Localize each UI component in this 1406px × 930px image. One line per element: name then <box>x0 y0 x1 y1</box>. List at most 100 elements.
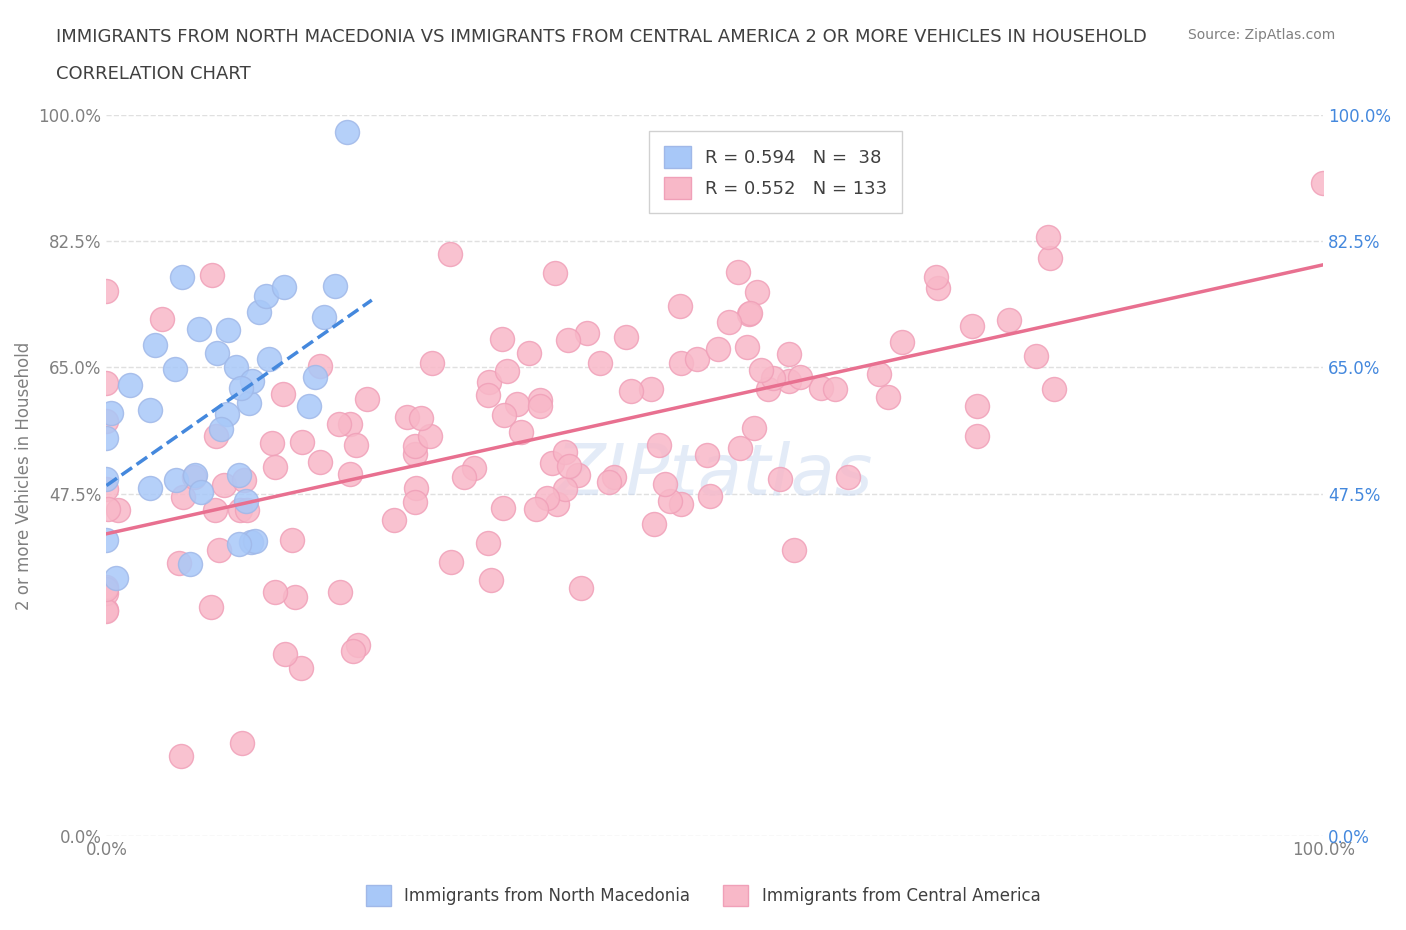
Point <box>569 580 592 595</box>
Point <box>439 247 461 262</box>
Point <box>824 382 846 397</box>
Point <box>208 542 231 557</box>
Point <box>143 338 166 352</box>
Point <box>477 388 499 403</box>
Point <box>271 387 294 402</box>
Point <box>290 661 312 676</box>
Point <box>558 458 581 473</box>
Point <box>404 495 426 510</box>
Point <box>139 402 162 417</box>
Point <box>419 429 441 444</box>
Point <box>783 543 806 558</box>
Point <box>96 284 118 299</box>
Text: IMMIGRANTS FROM NORTH MACEDONIA VS IMMIGRANTS FROM CENTRAL AMERICA 2 OR MORE VEH: IMMIGRANTS FROM NORTH MACEDONIA VS IMMIG… <box>56 28 1147 46</box>
Point <box>291 435 314 450</box>
Point <box>492 407 515 422</box>
Point <box>254 288 277 303</box>
Point <box>329 585 352 600</box>
Point <box>1039 250 1062 265</box>
Point <box>239 535 262 550</box>
Point <box>96 586 118 601</box>
Point <box>524 501 547 516</box>
Point <box>404 447 426 462</box>
Point <box>309 455 332 470</box>
Point <box>810 380 832 395</box>
Point <box>643 516 665 531</box>
Point <box>236 502 259 517</box>
Point <box>347 638 370 653</box>
Point <box>960 319 983 334</box>
Point <box>231 736 253 751</box>
Point <box>96 533 118 548</box>
Point <box>298 399 321 414</box>
Point <box>225 360 247 375</box>
Point <box>170 749 193 764</box>
Point <box>478 374 501 389</box>
Point <box>669 299 692 313</box>
Point <box>620 383 643 398</box>
Point <box>104 570 127 585</box>
Point <box>517 346 540 361</box>
Point <box>96 376 118 391</box>
Point <box>778 374 800 389</box>
Point <box>463 460 485 475</box>
Point <box>339 417 361 432</box>
Point <box>323 278 346 293</box>
Point <box>165 472 187 487</box>
Point <box>745 285 768 299</box>
Point <box>165 362 187 377</box>
Point <box>738 305 761 320</box>
Point <box>96 603 118 618</box>
Point <box>404 438 426 453</box>
Point <box>648 438 671 453</box>
Point <box>249 305 271 320</box>
Point <box>308 359 330 374</box>
Point <box>492 500 515 515</box>
Point <box>927 281 949 296</box>
Point <box>742 420 765 435</box>
Point <box>263 459 285 474</box>
Point <box>96 413 118 428</box>
Point <box>614 329 637 344</box>
Point <box>603 470 626 485</box>
Point <box>477 536 499 551</box>
Point <box>659 494 682 509</box>
Point <box>284 590 307 604</box>
Point <box>274 646 297 661</box>
Point <box>557 333 579 348</box>
Point <box>382 513 405 528</box>
Point <box>998 312 1021 327</box>
Point <box>440 554 463 569</box>
Point <box>264 584 287 599</box>
Point <box>188 322 211 337</box>
Point <box>395 409 418 424</box>
Point <box>344 437 367 452</box>
Point <box>243 534 266 549</box>
Point <box>575 326 598 340</box>
Point <box>97 502 120 517</box>
Legend: R = 0.594   N =  38, R = 0.552   N = 133: R = 0.594 N = 38, R = 0.552 N = 133 <box>650 131 901 213</box>
Point <box>172 490 194 505</box>
Point <box>96 472 118 486</box>
Point <box>170 270 193 285</box>
Point <box>510 424 533 439</box>
Point <box>190 485 212 499</box>
Text: Source: ZipAtlas.com: Source: ZipAtlas.com <box>1188 28 1336 42</box>
Point <box>699 488 721 503</box>
Point <box>262 436 284 451</box>
Point <box>768 472 790 487</box>
Point <box>506 396 529 411</box>
Point <box>706 341 728 356</box>
Point <box>727 265 749 280</box>
Point <box>496 364 519 379</box>
Point <box>481 573 503 588</box>
Point <box>204 429 226 444</box>
Point <box>139 481 162 496</box>
Point <box>281 533 304 548</box>
Point <box>242 374 264 389</box>
Point <box>1025 349 1047 364</box>
Text: CORRELATION CHART: CORRELATION CHART <box>56 65 252 83</box>
Text: ZIPtatlas: ZIPtatlas <box>557 441 873 511</box>
Point <box>336 125 359 140</box>
Point <box>541 456 564 471</box>
